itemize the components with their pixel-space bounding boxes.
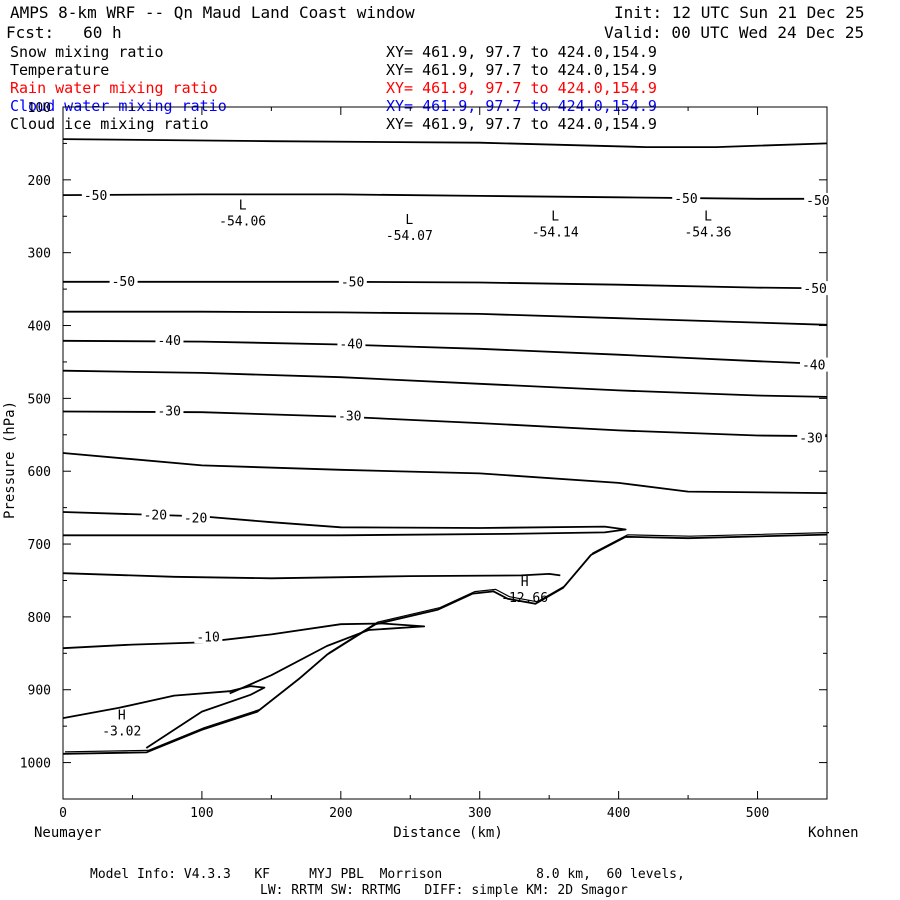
- y-tick-label: 400: [28, 320, 51, 335]
- contour-label: -30: [799, 431, 822, 446]
- model-info: Model Info: V4.3.3 KF MYJ PBL Morrison 8…: [90, 867, 685, 882]
- x-tick-label: 300: [468, 806, 491, 821]
- contour-line: [62, 369, 828, 398]
- y-tick-label: 700: [28, 538, 51, 553]
- chart-title: AMPS 8-km WRF -- Qn Maud Land Coast wind…: [10, 3, 415, 22]
- field-name: Rain water mixing ratio: [10, 79, 218, 97]
- contour-label-bg: [804, 192, 833, 207]
- field-xy: XY= 461.9, 97.7 to 424.0,154.9: [386, 79, 657, 97]
- field-xy: XY= 461.9, 97.7 to 424.0,154.9: [386, 61, 657, 79]
- y-tick-label: 1000: [20, 757, 51, 772]
- x-tick-label: 0: [59, 806, 67, 821]
- contour-label-bg: [155, 403, 184, 418]
- y-tick-label: 200: [28, 174, 51, 189]
- y-tick-label: 500: [28, 392, 51, 407]
- contour-label: -20: [184, 512, 207, 527]
- y-tick-label: 100: [28, 101, 51, 116]
- extremum-marker: L: [405, 213, 413, 228]
- contour-label: -50: [806, 194, 829, 209]
- contour-line: [62, 410, 828, 438]
- y-tick-label: 600: [28, 465, 51, 480]
- extremum-value: -54.14: [532, 225, 579, 240]
- contour-label-bg: [109, 273, 138, 288]
- contour-label: -30: [338, 410, 361, 425]
- y-axis-label: Pressure (hPa): [2, 401, 18, 519]
- x-tick-label: 100: [190, 806, 213, 821]
- contour-label: -50: [112, 275, 135, 290]
- contour-label: -50: [341, 276, 364, 291]
- contour-line: [62, 511, 627, 537]
- contour-line: [62, 452, 828, 494]
- field-name: Cloud water mixing ratio: [10, 97, 227, 115]
- contour-label: -50: [84, 189, 107, 204]
- x-tick-label: 500: [746, 806, 769, 821]
- contour-label: -20: [144, 509, 167, 524]
- contour-lines: [62, 138, 830, 755]
- contour-label: -10: [196, 630, 219, 645]
- extremum-value: -54.36: [684, 225, 731, 240]
- contour-label-bg: [141, 507, 170, 522]
- field-xy: XY= 461.9, 97.7 to 424.0,154.9: [386, 115, 657, 133]
- contour-label: -50: [674, 192, 697, 207]
- contour-line: [62, 685, 266, 749]
- extremum-value: -54.06: [219, 215, 266, 230]
- field-name: Cloud ice mixing ratio: [10, 115, 209, 133]
- contour-label: -40: [157, 334, 180, 349]
- axes: 100 200 300 400 500 600 700 800 900 1000 0 100 200 30…: [20, 101, 828, 821]
- field-xy: XY= 461.9, 97.7 to 424.0,154.9: [386, 97, 657, 115]
- extremum-marker: L: [239, 199, 247, 214]
- contour-line: [62, 339, 828, 365]
- contour-label: -50: [803, 282, 826, 297]
- x-tick-label: 400: [607, 806, 630, 821]
- field-name: Temperature: [10, 61, 110, 79]
- contour-label-bg: [338, 274, 367, 289]
- extremum-value: -12.66: [501, 591, 548, 606]
- contour-label: -40: [339, 337, 362, 352]
- contour-label: -30: [157, 404, 180, 419]
- contour-label: -40: [802, 359, 825, 374]
- x-tick-label: 200: [329, 806, 352, 821]
- contour-label-bg: [801, 281, 830, 296]
- init-time: Init: 12 UTC Sun 21 Dec 25: [614, 3, 865, 22]
- extremum-marker: H: [118, 708, 126, 723]
- extremum-value: -54.07: [386, 229, 433, 244]
- forecast-hour: Fcst: 60 h: [6, 23, 122, 42]
- contour-line: [62, 138, 828, 149]
- contour-label-bg: [336, 408, 365, 423]
- contour-label-bg: [81, 187, 110, 202]
- contour-label-bg: [337, 336, 366, 351]
- field-name: Snow mixing ratio: [10, 43, 164, 61]
- contour-label-bg: [181, 510, 210, 525]
- extremum-value: -3.02: [102, 724, 141, 739]
- y-tick-label: 800: [28, 611, 51, 626]
- contour-label-bg: [797, 430, 826, 445]
- field-xy: XY= 461.9, 97.7 to 424.0,154.9: [386, 43, 657, 61]
- x-end-label-right: Kohnen: [808, 825, 859, 841]
- model-info-2: LW: RRTM SW: RRTMG DIFF: simple KM: 2D S…: [260, 883, 628, 898]
- contour-label-bg: [155, 332, 184, 347]
- contour-line: [62, 572, 561, 580]
- y-tick-label: 900: [28, 684, 51, 699]
- contour-line: [62, 622, 426, 695]
- contour-line: [63, 310, 828, 326]
- terrain-line: [62, 533, 828, 755]
- extremum-marker: H: [521, 575, 529, 590]
- contour-line: [62, 193, 827, 200]
- x-axis-label: Distance (km): [393, 825, 503, 841]
- valid-time: Valid: 00 UTC Wed 24 Dec 25: [604, 23, 865, 42]
- contour-label-bg: [672, 190, 701, 205]
- terrain-line-outer: [64, 532, 830, 753]
- chart-labels: -50 -50 -50 -50 -50 -50 -40 -40 -40 -30 -30 -30 -20 -…: [81, 187, 833, 739]
- contour-label-bg: [799, 357, 828, 372]
- contour-label-bg: [194, 629, 223, 644]
- extremum-marker: L: [551, 209, 559, 224]
- x-end-label-left: Neumayer: [34, 825, 101, 841]
- contour-line: [63, 280, 828, 290]
- extremum-marker: L: [704, 209, 712, 224]
- y-tick-label: 300: [28, 247, 51, 262]
